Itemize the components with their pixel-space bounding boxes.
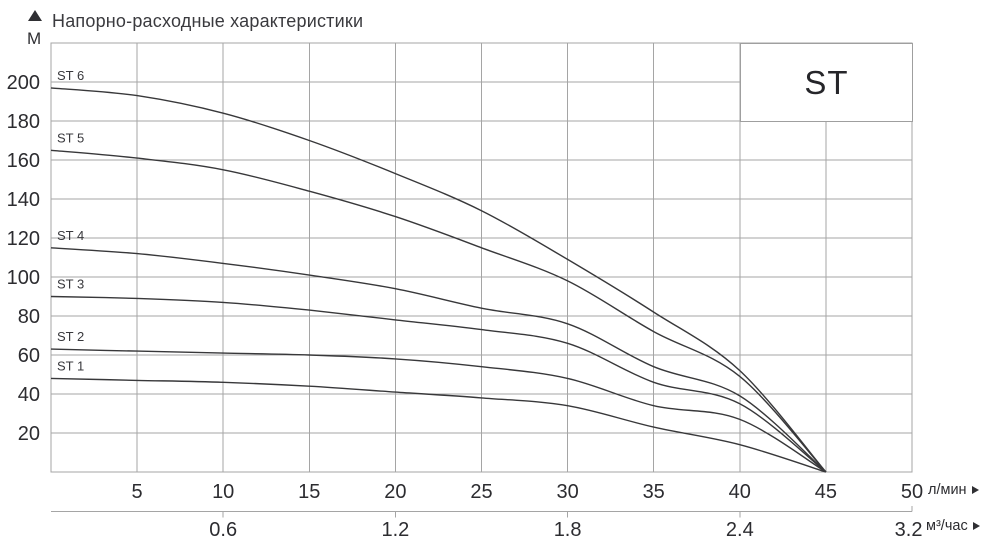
plot-border [50,42,913,473]
chart-title: Напорно-расходные характеристики [52,11,364,31]
curve-label-st-4: ST 4 [57,228,84,243]
y-axis-unit-label: М [27,29,42,48]
curve-label-st-1: ST 1 [57,358,84,373]
x-tick-label: 5 [132,481,143,503]
x-axis-secondary-unit-label: м³/час [926,518,968,534]
y-tick-label: 60 [18,345,40,367]
curve-st-4 [50,247,827,473]
y-tick-label: 140 [7,189,40,211]
curve-st-5 [50,149,827,473]
x-tick-label: 15 [298,481,320,503]
x-axis-secondary-unit: м³/час [926,518,980,534]
x2-tick-label: 0.6 [209,519,237,541]
y-tick-label: 160 [7,150,40,172]
series-family-label: ST [804,63,849,101]
x2-tick-label: 1.2 [381,519,409,541]
y-tick-label: 120 [7,228,40,250]
x-tick-label: 20 [384,481,406,503]
x2-tick-label: 2.4 [726,519,754,541]
series-family-box: ST [740,43,913,122]
x-axis-primary-unit-label: л/мин [928,482,967,498]
x-tick-label: 10 [212,481,234,503]
x2-tick-label: 3.2 [895,519,923,541]
curve-st-1 [50,377,827,473]
curve-label-st-2: ST 2 [57,329,84,344]
curve-label-st-5: ST 5 [57,130,84,145]
x-tick-label: 30 [556,481,578,503]
x-tick-label: 45 [815,481,837,503]
curve-st-2 [50,348,827,473]
curve-label-st-6: ST 6 [57,68,84,83]
y-tick-label: 100 [7,267,40,289]
y-tick-label: 200 [7,72,40,94]
x-axis-secondary-right-arrow-icon [972,522,980,530]
curve-st-3 [50,295,827,473]
x-tick-label: 40 [729,481,751,503]
x-tick-label: 25 [470,481,492,503]
y-axis-up-arrow-icon [28,10,42,21]
curve-label-st-3: ST 3 [57,277,84,292]
x-tick-label: 35 [643,481,665,503]
x-tick-label: 50 [901,481,923,503]
y-tick-label: 40 [18,384,40,406]
y-tick-label: 80 [18,306,40,328]
y-tick-label: 180 [7,111,40,133]
x-axis-right-arrow-icon [971,486,979,494]
y-tick-label: 20 [18,423,40,445]
curve-st-6 [50,87,827,473]
x-axis-primary-unit: л/мин [928,482,979,498]
x2-tick-label: 1.8 [554,519,582,541]
